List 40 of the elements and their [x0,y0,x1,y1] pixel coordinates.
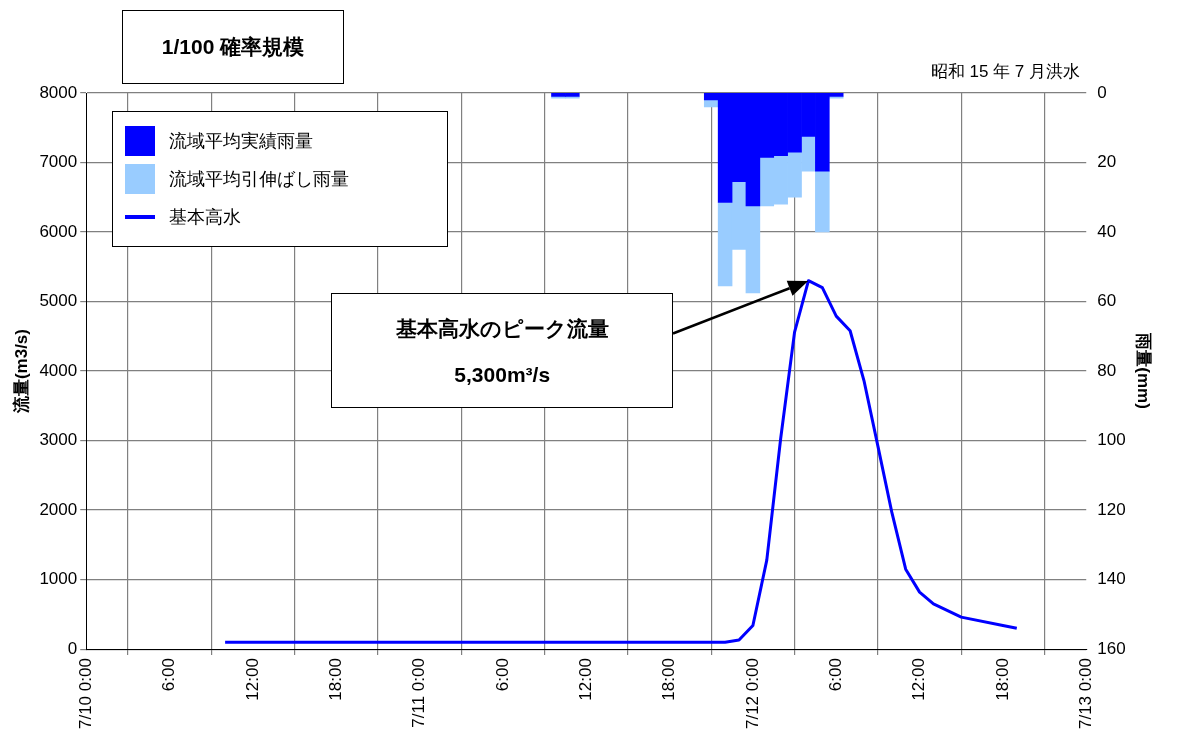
x-tick-label: 7/10 0:00 [75,658,95,730]
y-tick-label: 6000 [39,221,78,241]
y-tick-label: 8000 [39,82,78,102]
x-tick-label: 12:00 [575,658,595,701]
y-tick-label: 7000 [39,152,78,172]
y2-tick-label: 0 [1097,82,1107,102]
y-tick-label: 4000 [39,360,78,380]
y-tick-label: 1000 [39,569,78,589]
x-tick-label: 7/12 0:00 [742,658,762,730]
x-tick-label: 18:00 [659,658,679,701]
y2-tick-label: 140 [1097,569,1126,589]
y2-tick-label: 80 [1097,360,1117,380]
y2-axis-title: 雨量(mm) [1134,332,1154,409]
x-tick-label: 12:00 [242,658,262,701]
legend-label: 流域平均実績雨量 [169,130,314,153]
x-tick-label: 7/13 0:00 [1075,658,1095,730]
y-tick-label: 3000 [39,430,78,450]
y2-tick-label: 60 [1097,291,1117,311]
annotation: 基本高水のピーク流量 5,300m³/s [395,315,609,387]
x-tick-label: 6:00 [492,658,512,692]
y2-tick-label: 120 [1097,499,1126,519]
chart-subtitle: 昭和 15 年 7 月洪水 [930,61,1080,83]
y-tick-label: 0 [67,638,78,658]
y2-tick-label: 160 [1097,638,1126,658]
y-tick-label: 2000 [39,499,78,519]
legend-label: 流域平均引伸ばし雨量 [169,168,350,191]
x-tick-label: 6:00 [825,658,845,692]
x-tick-label: 7/11 0:00 [409,658,429,728]
x-tick-label: 18:00 [325,658,345,701]
y2-tick-label: 20 [1097,152,1117,172]
y2-tick-label: 100 [1097,430,1126,450]
x-tick-label: 12:00 [909,658,929,701]
y-tick-label: 5000 [39,291,78,311]
y-axis-title: 流量(m3/s) [11,329,31,415]
chart-title: 1/100 確率規模 [122,10,344,84]
bar [815,170,830,233]
y2-tick-label: 40 [1097,221,1117,241]
x-tick-label: 18:00 [992,658,1012,701]
legend-label: 基本高水 [169,206,242,229]
x-tick-label: 6:00 [159,658,179,692]
